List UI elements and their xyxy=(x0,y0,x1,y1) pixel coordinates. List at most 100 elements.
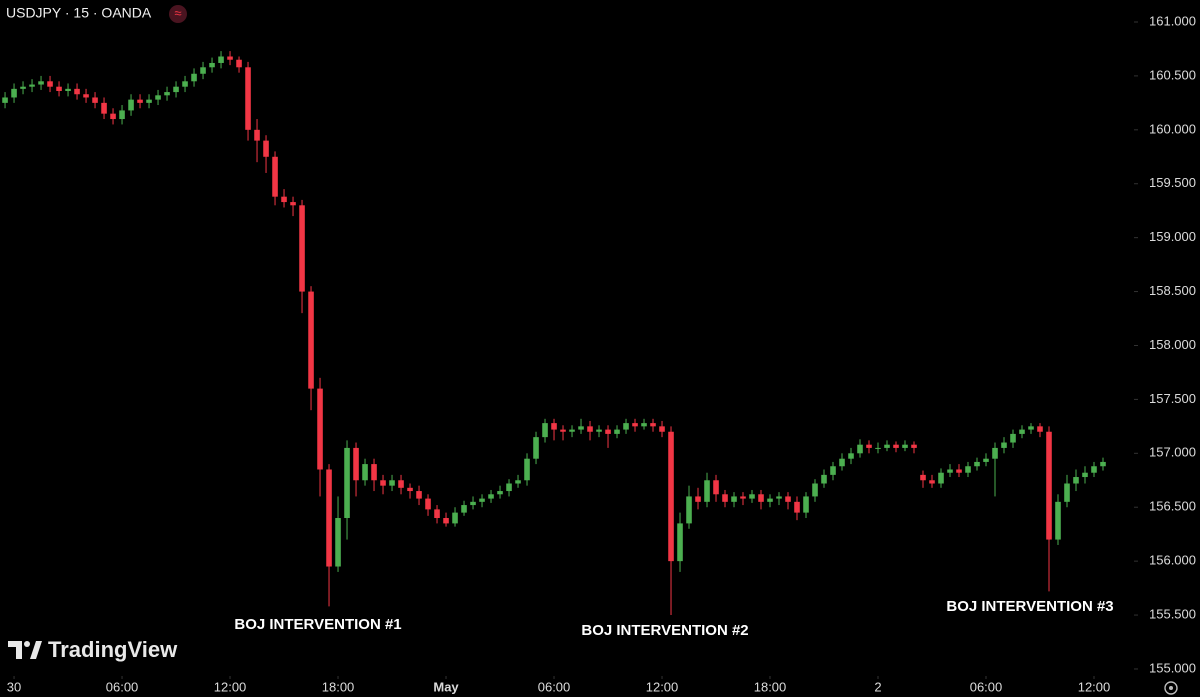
candle-body xyxy=(767,498,773,502)
candle-body xyxy=(290,202,296,206)
candle-body xyxy=(1001,442,1007,448)
candle-body xyxy=(758,494,764,502)
candle-body xyxy=(1010,433,1016,443)
candle-body xyxy=(218,56,224,63)
brand-logo[interactable]: TradingView xyxy=(8,637,178,662)
candle-body xyxy=(974,461,980,467)
candle-body xyxy=(227,56,233,60)
candle-body xyxy=(839,458,845,467)
candle-body xyxy=(713,480,719,495)
candle-body xyxy=(560,429,566,432)
candle-body xyxy=(398,480,404,488)
candle-body xyxy=(596,429,602,432)
candle-body xyxy=(551,423,557,430)
candle-body xyxy=(587,426,593,432)
candle-body xyxy=(785,496,791,502)
candle-body xyxy=(506,483,512,492)
candle-body xyxy=(20,86,26,89)
candle-body xyxy=(317,388,323,470)
candle-body xyxy=(704,480,710,502)
candle-body xyxy=(389,480,395,486)
candle-body xyxy=(488,494,494,499)
candle-body xyxy=(641,423,647,427)
candle-body xyxy=(569,429,575,432)
candle-body xyxy=(794,501,800,513)
candle-body xyxy=(659,426,665,432)
logo-mark xyxy=(30,641,42,659)
y-tick-label: 159.000 xyxy=(1149,229,1196,244)
y-tick-label: 160.500 xyxy=(1149,67,1196,82)
candle-body xyxy=(1073,477,1079,484)
candle-body xyxy=(740,496,746,499)
candle-body xyxy=(344,447,350,519)
candle-body xyxy=(146,99,152,103)
status-badge[interactable] xyxy=(169,5,187,23)
candle-body xyxy=(920,474,926,481)
y-tick-label: 160.000 xyxy=(1149,121,1196,136)
candle-body xyxy=(605,429,611,434)
candle-body xyxy=(272,156,278,197)
candle-body xyxy=(803,496,809,513)
candle-body xyxy=(137,99,143,103)
candle-body xyxy=(911,444,917,448)
candles xyxy=(2,51,1106,616)
candle-body xyxy=(992,447,998,459)
candle-body xyxy=(1037,426,1043,432)
candle-body xyxy=(299,205,305,292)
candle-body xyxy=(1019,429,1025,434)
candle-body xyxy=(632,423,638,427)
candle-body xyxy=(335,518,341,567)
candle-body xyxy=(200,67,206,74)
candle-body xyxy=(443,518,449,524)
candle-body xyxy=(515,480,521,484)
y-tick-label: 158.500 xyxy=(1149,283,1196,298)
candle-body xyxy=(1100,461,1106,467)
chart-title[interactable]: USDJPY · 15 · OANDA xyxy=(6,5,152,21)
y-tick-label: 158.000 xyxy=(1149,337,1196,352)
x-tick-label: 06:00 xyxy=(106,679,139,694)
x-tick-label: May xyxy=(433,679,459,694)
candle-body xyxy=(1028,426,1034,430)
candle-body xyxy=(74,88,80,95)
y-tick-label: 155.000 xyxy=(1149,660,1196,675)
candle-body xyxy=(128,99,134,111)
candle-body xyxy=(101,102,107,114)
candle-body xyxy=(866,444,872,448)
candle-body xyxy=(1046,431,1052,540)
annotation: BOJ INTERVENTION #2 xyxy=(581,622,748,639)
candle-body xyxy=(821,474,827,484)
candle-body xyxy=(254,129,260,141)
candle-body xyxy=(668,431,674,562)
candle-body xyxy=(263,140,269,157)
candle-body xyxy=(434,509,440,519)
candle-body xyxy=(380,480,386,486)
candle-body xyxy=(308,291,314,389)
x-tick-label: 18:00 xyxy=(322,679,355,694)
candle-body xyxy=(2,97,8,103)
x-tick-label: 12:00 xyxy=(214,679,247,694)
candle-body xyxy=(209,62,215,68)
x-tick-label: 06:00 xyxy=(538,679,571,694)
candle-body xyxy=(776,496,782,499)
candle-body xyxy=(353,447,359,481)
candle-body xyxy=(929,480,935,484)
candle-body xyxy=(416,491,422,499)
candle-body xyxy=(110,113,116,120)
candle-body xyxy=(119,110,125,120)
candle-body xyxy=(173,86,179,93)
candle-body xyxy=(38,81,44,85)
candle-body xyxy=(614,429,620,434)
y-tick-label: 157.500 xyxy=(1149,391,1196,406)
candle-body xyxy=(902,444,908,448)
candle-body xyxy=(623,423,629,430)
candle-body xyxy=(722,494,728,502)
candle-body xyxy=(956,469,962,473)
settings-button[interactable] xyxy=(1164,681,1178,695)
status-icon[interactable]: ≈ xyxy=(174,5,181,20)
candle-body xyxy=(11,88,17,98)
x-tick-label: 12:00 xyxy=(1078,679,1111,694)
candle-body xyxy=(983,458,989,462)
candle-body xyxy=(1055,501,1061,540)
